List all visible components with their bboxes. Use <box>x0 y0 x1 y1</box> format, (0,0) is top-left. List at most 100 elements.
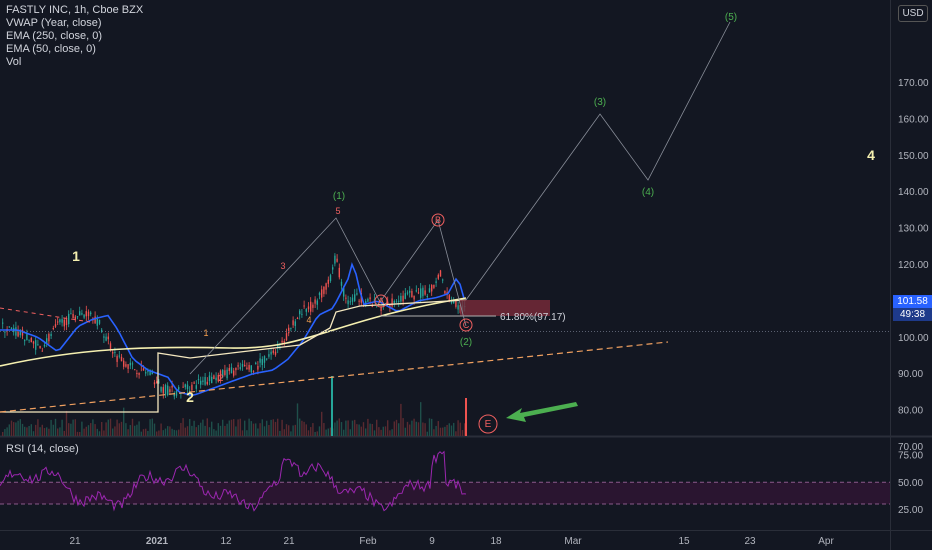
volume-bar <box>255 423 257 436</box>
volume-bar <box>395 419 398 436</box>
volume-bar <box>279 430 281 436</box>
volume-bar <box>312 423 314 436</box>
candle-body <box>54 324 57 327</box>
candle-body <box>413 295 415 300</box>
volume-bar <box>226 423 228 436</box>
candle-body <box>246 367 248 370</box>
volume-bar <box>156 431 158 436</box>
wave-label: (4) <box>642 187 654 198</box>
wave-label: 4 <box>306 315 311 325</box>
indicator-ema250[interactable]: EMA (250, close, 0) <box>6 30 102 42</box>
candle-body <box>114 351 116 353</box>
volume-bar <box>464 423 466 436</box>
volume-bar <box>299 418 301 436</box>
volume-bar <box>241 430 244 436</box>
volume-bar <box>391 429 393 436</box>
price-tick-label: 170.00 <box>898 78 929 89</box>
volume-bar <box>424 423 426 436</box>
time-tick-label: 18 <box>490 536 502 547</box>
volume-bar <box>147 430 149 436</box>
volume-bar <box>413 418 415 436</box>
volume-bar <box>345 420 347 436</box>
currency-button[interactable]: USD <box>898 5 928 22</box>
indicator-ema50[interactable]: EMA (50, close, 0) <box>6 43 96 55</box>
volume-bar <box>246 430 248 436</box>
volume-bar <box>50 419 52 436</box>
target-zone <box>460 300 550 316</box>
candle-body <box>391 298 393 307</box>
time-tick-label: 2021 <box>146 536 169 547</box>
volume-bar <box>222 419 224 436</box>
candle-body <box>404 293 406 299</box>
volume-bar <box>92 419 94 436</box>
volume-bar <box>57 428 59 436</box>
rsi-legend[interactable]: RSI (14, close) <box>6 443 79 455</box>
volume-bar <box>76 431 79 436</box>
volume-bar <box>90 423 92 436</box>
candle-body <box>164 384 167 395</box>
candle-body <box>347 300 349 305</box>
indicator-vol[interactable]: Vol <box>6 56 22 68</box>
volume-bar <box>131 418 134 436</box>
volume-bar <box>15 422 17 436</box>
volume-bar <box>294 424 296 436</box>
candle-body <box>285 333 288 341</box>
price-tick-label: 70.00 <box>898 442 923 453</box>
price-tick-label: 100.00 <box>898 333 929 344</box>
time-tick-label: Mar <box>564 536 582 547</box>
candle-body <box>453 300 455 304</box>
volume-bar <box>160 423 162 436</box>
candle-body <box>299 310 301 315</box>
time-tick-label: Feb <box>359 536 377 547</box>
candle-body <box>411 290 413 298</box>
volume-bar <box>180 422 182 436</box>
volume-bar <box>72 419 74 436</box>
volume-bar <box>420 402 422 436</box>
candle-body <box>318 292 321 296</box>
candle-body <box>96 318 98 326</box>
volume-bar <box>186 426 189 436</box>
volume-bar <box>387 420 389 436</box>
candle-body <box>400 295 402 302</box>
volume-bar <box>46 427 48 436</box>
volume-bar <box>428 418 431 436</box>
volume-bar <box>435 425 437 436</box>
volume-bar <box>208 427 211 436</box>
candle-body <box>329 275 332 282</box>
candle-body <box>222 369 224 378</box>
time-tick-label: 9 <box>429 536 435 547</box>
volume-bar <box>465 398 467 436</box>
indicator-vwap[interactable]: VWAP (Year, close) <box>6 17 102 29</box>
candle-body <box>457 305 459 310</box>
volume-bar <box>195 427 197 436</box>
candle-body <box>437 274 439 279</box>
candle-body <box>211 376 213 384</box>
volume-bar <box>61 419 63 436</box>
candle-body <box>46 338 48 344</box>
volume-bar <box>68 423 70 436</box>
volume-bar <box>296 403 299 436</box>
candle-body <box>343 287 345 297</box>
volume-bar <box>120 421 123 436</box>
volume-bar <box>54 418 57 436</box>
candle-body <box>316 300 318 305</box>
volume-bar <box>376 419 378 436</box>
candle-body <box>358 300 360 302</box>
volume-bar <box>87 425 90 436</box>
volume-bar <box>6 427 8 436</box>
volume-bar <box>442 427 444 436</box>
symbol-title[interactable]: FASTLY INC, 1h, Cboe BZX <box>6 4 144 16</box>
candle-body <box>387 301 389 305</box>
candle-body <box>373 299 376 303</box>
volume-bar <box>74 419 76 436</box>
volume-bar <box>65 410 68 436</box>
rsi-band <box>0 482 890 505</box>
volume-bar <box>316 431 318 436</box>
candle-body <box>272 350 274 353</box>
candle-body <box>153 382 156 385</box>
candle-body <box>145 372 147 374</box>
volume-bar <box>101 422 103 436</box>
lower-trendline <box>0 341 669 413</box>
volume-bar <box>8 424 10 436</box>
